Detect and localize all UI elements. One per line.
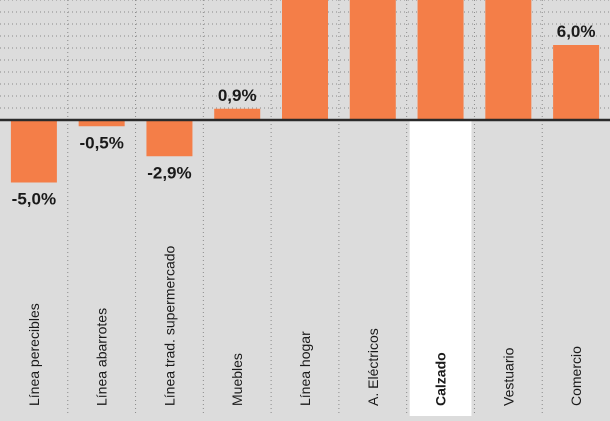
bar-value-label: -5,0% [12,190,56,209]
bar-value-label: 6,0% [557,22,596,41]
bar [349,0,396,120]
category-label: Línea trad. supermercado [161,245,177,406]
bar [10,120,57,183]
category-label: Muebles [229,353,245,406]
highlight-band [409,121,472,416]
category-label: Línea perecibles [26,303,42,406]
category-label: Comercio [568,346,584,406]
bar [553,45,600,120]
category-label: Vestuario [500,347,516,406]
bar [78,120,125,127]
bar [146,120,193,157]
bar-value-label: -2,9% [147,163,191,182]
category-label: Línea abarrotes [94,308,110,406]
category-label: A. Eléctricos [365,328,381,406]
bar-value-label: -0,5% [79,133,123,152]
category-label: Línea hogar [297,331,313,406]
bar-value-label: 0,9% [218,86,257,105]
category-label: Calzado [433,352,449,406]
bar [214,108,261,120]
bar [485,0,532,120]
bar [417,0,464,120]
bar [282,0,328,120]
